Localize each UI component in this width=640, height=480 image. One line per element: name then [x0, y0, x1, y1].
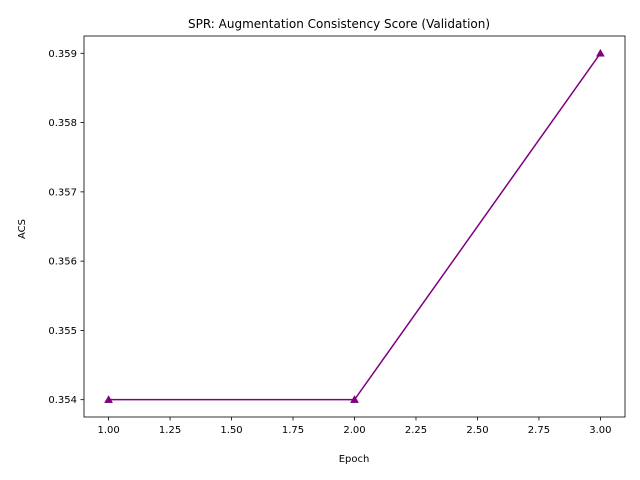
x-tick-label: 2.25 — [405, 425, 427, 436]
y-axis: 0.354 0.355 0.356 0.357 0.358 0.359 — [48, 49, 84, 406]
y-tick-label: 0.359 — [48, 49, 77, 60]
y-tick-label: 0.354 — [48, 395, 77, 406]
chart-title: SPR: Augmentation Consistency Score (Val… — [188, 17, 490, 31]
y-tick-label: 0.357 — [48, 187, 77, 198]
x-axis: 1.00 1.25 1.50 1.75 2.00 2.25 2.50 2.75 3.00 — [97, 417, 612, 436]
x-tick-label: 1.00 — [97, 425, 119, 436]
x-tick-label: 1.75 — [282, 425, 304, 436]
x-axis-label: Epoch — [339, 454, 370, 465]
x-tick-label: 1.25 — [159, 425, 181, 436]
x-tick-label: 2.00 — [343, 425, 365, 436]
y-tick-label: 0.358 — [48, 118, 77, 129]
y-axis-label: ACS — [17, 219, 28, 239]
x-tick-label: 1.50 — [220, 425, 242, 436]
x-tick-label: 2.75 — [528, 425, 550, 436]
y-tick-label: 0.355 — [48, 326, 77, 337]
data-point-triangle — [104, 395, 114, 403]
series-layer — [104, 48, 605, 403]
x-tick-label: 2.50 — [466, 425, 488, 436]
x-tick-label: 3.00 — [589, 425, 611, 436]
y-tick-label: 0.356 — [48, 257, 77, 268]
data-point-triangle — [350, 395, 359, 403]
data-point-triangle — [595, 48, 605, 57]
